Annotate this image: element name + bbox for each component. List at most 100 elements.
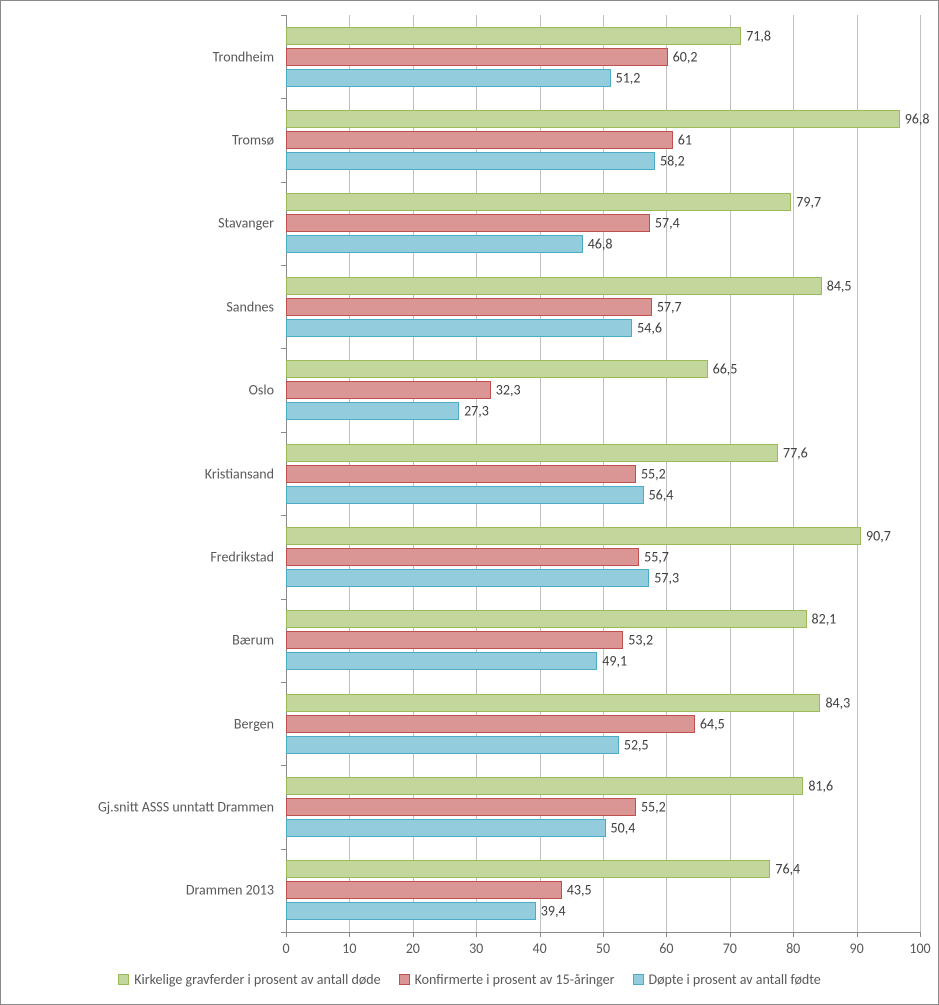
bar: [286, 465, 636, 483]
legend-swatch: [633, 974, 644, 985]
y-tick: [281, 932, 286, 933]
x-tick-label: 20: [406, 940, 420, 957]
y-tick: [281, 432, 286, 433]
bar: [286, 860, 770, 878]
y-tick: [281, 348, 286, 349]
category-label: Fredrikstad: [210, 548, 274, 565]
category-label: Gj.snitt ASSS unntatt Drammen: [98, 798, 274, 815]
bar: [286, 27, 741, 45]
y-tick: [281, 765, 286, 766]
bar-value-label: 51,2: [616, 69, 641, 86]
bar-value-label: 66,5: [713, 361, 738, 378]
y-tick: [281, 265, 286, 266]
bar-value-label: 53,2: [628, 632, 653, 649]
bar: [286, 902, 536, 920]
bar: [286, 694, 820, 712]
x-tick-label: 10: [342, 940, 356, 957]
x-tick-label: 80: [786, 940, 800, 957]
x-tick-label: 90: [849, 940, 863, 957]
y-tick: [281, 515, 286, 516]
bar: [286, 48, 668, 66]
bar-value-label: 57,4: [655, 215, 680, 232]
bar-value-label: 71,8: [746, 27, 771, 44]
y-tick: [281, 182, 286, 183]
bar-value-label: 27,3: [464, 403, 489, 420]
bar-value-label: 52,5: [624, 736, 649, 753]
x-tick-label: 60: [659, 940, 673, 957]
bar: [286, 277, 822, 295]
bar: [286, 527, 861, 545]
bar: [286, 110, 900, 128]
x-tick-label: 50: [596, 940, 610, 957]
gridline: [857, 15, 858, 932]
legend-swatch: [118, 974, 129, 985]
chart-frame: 0102030405060708090100Trondheim71,860,25…: [0, 0, 939, 1005]
legend-label: Kirkelige gravferder i prosent av antall…: [134, 971, 380, 988]
category-label: Bergen: [234, 715, 274, 732]
category-label: Kristiansand: [205, 465, 274, 482]
bar: [286, 819, 606, 837]
plot-area: 0102030405060708090100Trondheim71,860,25…: [286, 15, 920, 932]
x-tick: [920, 932, 921, 937]
bar-value-label: 55,2: [641, 465, 666, 482]
bar-value-label: 57,7: [657, 298, 682, 315]
bar: [286, 881, 562, 899]
bar-value-label: 96,8: [905, 111, 930, 128]
bar-value-label: 81,6: [808, 777, 833, 794]
category-label: Bærum: [232, 632, 274, 649]
bar: [286, 610, 807, 628]
bar-value-label: 64,5: [700, 715, 725, 732]
category-label: Stavanger: [218, 215, 274, 232]
bar-value-label: 60,2: [673, 48, 698, 65]
x-tick-label: 30: [469, 940, 483, 957]
bar-value-label: 79,7: [796, 194, 821, 211]
legend: Kirkelige gravferder i prosent av antall…: [1, 971, 938, 988]
bar-value-label: 84,5: [827, 277, 852, 294]
bar: [286, 235, 583, 253]
category-label: Trondheim: [213, 48, 274, 65]
x-tick-label: 0: [282, 940, 289, 957]
bar: [286, 214, 650, 232]
y-tick: [281, 849, 286, 850]
bar-value-label: 54,6: [637, 319, 662, 336]
bar-value-label: 55,7: [644, 548, 669, 565]
bar-value-label: 49,1: [602, 653, 627, 670]
bar-value-label: 77,6: [783, 444, 808, 461]
legend-swatch: [399, 974, 410, 985]
bar-value-label: 46,8: [588, 236, 613, 253]
bar: [286, 193, 791, 211]
bar-value-label: 82,1: [812, 611, 837, 628]
bar: [286, 736, 619, 754]
bar-value-label: 76,4: [775, 861, 800, 878]
bar-value-label: 43,5: [567, 882, 592, 899]
x-tick-label: 100: [909, 940, 930, 957]
bar-value-label: 57,3: [654, 569, 679, 586]
legend-item: Døpte i prosent av antall fødte: [633, 971, 821, 988]
bar: [286, 715, 695, 733]
bar-value-label: 90,7: [866, 527, 891, 544]
x-tick-label: 70: [723, 940, 737, 957]
bar-value-label: 32,3: [496, 382, 521, 399]
bar: [286, 69, 611, 87]
gridline: [920, 15, 921, 932]
bar-value-label: 58,2: [660, 153, 685, 170]
bar-value-label: 55,2: [641, 798, 666, 815]
bar-value-label: 84,3: [825, 694, 850, 711]
bar-value-label: 61: [678, 132, 692, 149]
bar: [286, 486, 644, 504]
bar: [286, 631, 623, 649]
bar: [286, 131, 673, 149]
y-tick: [281, 15, 286, 16]
bar: [286, 152, 655, 170]
y-tick: [281, 98, 286, 99]
bar: [286, 777, 803, 795]
bar: [286, 360, 708, 378]
legend-label: Døpte i prosent av antall fødte: [649, 971, 821, 988]
category-label: Oslo: [249, 382, 274, 399]
bar: [286, 444, 778, 462]
bar: [286, 798, 636, 816]
y-tick: [281, 599, 286, 600]
y-tick: [281, 682, 286, 683]
bar-value-label: 50,4: [611, 819, 636, 836]
bar: [286, 298, 652, 316]
